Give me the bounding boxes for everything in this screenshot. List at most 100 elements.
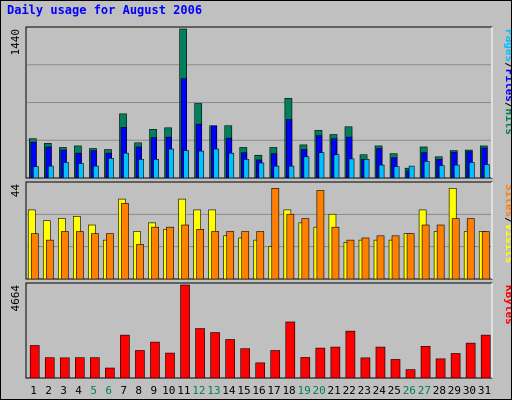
- sites-bar: [481, 231, 490, 280]
- day-label: 27: [418, 384, 431, 397]
- pages-bar: [378, 164, 385, 179]
- kbytes-bar: [300, 357, 311, 379]
- visits-legend-part: /: [503, 217, 511, 224]
- pages-bar: [333, 154, 340, 179]
- day-label: 28: [433, 384, 446, 397]
- pages-bar: [213, 148, 220, 179]
- day-label: 13: [207, 384, 220, 397]
- pages-bar: [288, 165, 295, 179]
- kbytes-bar: [330, 346, 341, 379]
- day-label: 18: [282, 384, 295, 397]
- panel-3-frame: [25, 282, 493, 379]
- kbytes-bar: [75, 357, 85, 379]
- pages-bar: [303, 156, 310, 179]
- day-label: 3: [60, 384, 67, 397]
- day-label: 23: [358, 384, 371, 397]
- sites-bar: [241, 231, 250, 280]
- kbytes-bar: [165, 352, 175, 379]
- kbytes-bar: [450, 353, 461, 379]
- day-label: 26: [403, 384, 416, 397]
- pages-bar: [183, 150, 189, 179]
- day-label: 21: [328, 384, 341, 397]
- kbytes-bar: [345, 330, 356, 379]
- day-label: 5: [90, 384, 97, 397]
- sites-bar: [286, 213, 295, 280]
- pages-bar: [483, 164, 490, 179]
- visits-legend-part: Visits: [503, 224, 511, 264]
- pages-bar: [393, 166, 400, 179]
- day-label: 31: [478, 384, 491, 397]
- hits-legend-part: /: [503, 62, 511, 69]
- day-label: 10: [162, 384, 175, 397]
- day-label: 11: [177, 384, 190, 397]
- kbytes-bar: [135, 350, 145, 379]
- kbytes-bar: [180, 284, 190, 379]
- day-label: 6: [105, 384, 112, 397]
- day-label: 1: [30, 384, 37, 397]
- pages-bar: [273, 165, 280, 179]
- sites-bar: [211, 231, 220, 280]
- kbytes-bar: [195, 328, 205, 379]
- sites-bar: [451, 218, 460, 280]
- pages-bar: [153, 159, 159, 179]
- sites-bar: [91, 233, 99, 280]
- day-label: 14: [222, 384, 236, 397]
- sites-bar: [166, 226, 174, 280]
- day-label: 19: [297, 384, 310, 397]
- day-label: 4: [75, 384, 82, 397]
- sites-bar: [76, 231, 84, 280]
- pages-bar: [108, 158, 114, 179]
- sites-bar: [61, 231, 69, 280]
- pages-bar: [363, 159, 370, 179]
- kbytes-bar: [465, 342, 476, 379]
- sites-bar: [121, 203, 129, 280]
- sites-bar: [421, 224, 430, 280]
- pages-bar: [423, 161, 430, 179]
- pages-bar: [258, 162, 265, 179]
- sites-bar: [45, 239, 54, 280]
- pages-bar: [438, 165, 445, 179]
- y-max-label: 1440: [9, 29, 22, 56]
- sites-bar: [226, 231, 235, 280]
- kbytes-bar: [90, 357, 100, 379]
- y-max-label: 44: [9, 184, 22, 198]
- day-label: 9: [150, 384, 157, 397]
- day-label: 8: [135, 384, 142, 397]
- pages-bar: [123, 152, 129, 179]
- day-label: 12: [192, 384, 205, 397]
- sites-bar: [151, 226, 159, 280]
- sites-bar: [331, 226, 340, 280]
- kbytes-legend-part: KBytes: [503, 285, 511, 325]
- pages-bar: [468, 162, 475, 179]
- kbytes-bar: [150, 341, 160, 379]
- sites-bar: [181, 224, 189, 280]
- sites-bar: [196, 229, 204, 280]
- sites-bar: [256, 231, 265, 280]
- day-label: 16: [252, 384, 265, 397]
- sites-bar: [436, 224, 445, 280]
- kbytes-bar: [480, 334, 491, 379]
- day-label: 22: [343, 384, 356, 397]
- kbytes-bar: [240, 348, 250, 379]
- sites-bar: [361, 237, 370, 280]
- sites-bar: [271, 188, 280, 280]
- kbytes-bar: [420, 345, 431, 379]
- day-label: 2: [45, 384, 52, 397]
- day-label: 30: [463, 384, 476, 397]
- sites-bar: [136, 244, 144, 280]
- day-label: 15: [237, 384, 250, 397]
- sites-bar: [346, 239, 355, 280]
- pages-bar: [348, 158, 355, 179]
- sites-bar: [406, 233, 415, 280]
- pages-bar: [243, 159, 250, 179]
- chart-title: Daily usage for August 2006: [7, 3, 203, 17]
- day-label: 20: [313, 384, 326, 397]
- pages-bar: [33, 166, 39, 179]
- day-label: 7: [120, 384, 127, 397]
- y-max-label: 4664: [9, 285, 22, 312]
- day-label: 17: [267, 384, 280, 397]
- day-label: 29: [448, 384, 461, 397]
- pages-bar: [318, 152, 325, 179]
- kbytes-bar: [360, 357, 371, 379]
